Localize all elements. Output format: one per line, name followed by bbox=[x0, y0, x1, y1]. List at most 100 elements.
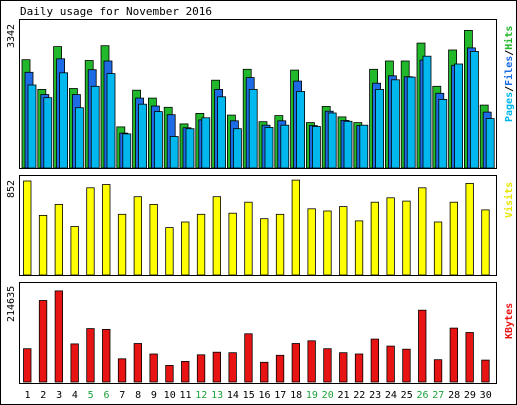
kbytes-panel-frame bbox=[19, 282, 497, 384]
visits-bar-day-25 bbox=[402, 200, 411, 276]
day-label-18: 18 bbox=[290, 390, 302, 401]
hits-panel-legend: Pages/Files/Hits bbox=[503, 26, 515, 122]
visits-bar-day-13 bbox=[212, 196, 222, 276]
kbytes-bar-day-6 bbox=[102, 328, 111, 383]
pages-bar-day-19 bbox=[311, 126, 321, 169]
pages-bar-day-22 bbox=[359, 124, 369, 169]
pages-bar-day-24 bbox=[390, 79, 400, 169]
visits-panel-max-label: 852 bbox=[6, 180, 17, 198]
chart-title: Daily usage for November 2016 bbox=[20, 5, 212, 18]
visits-bar-day-29 bbox=[465, 182, 474, 276]
visits-bar-day-5 bbox=[86, 187, 95, 276]
day-label-28: 28 bbox=[448, 390, 460, 401]
pages-bar-day-1 bbox=[27, 84, 37, 169]
pages-bar-day-9 bbox=[153, 111, 163, 169]
visits-panel-bars bbox=[23, 179, 490, 276]
kbytes-bar-day-8 bbox=[133, 343, 143, 383]
pages-bar-day-29 bbox=[469, 51, 479, 169]
visits-bar-day-7 bbox=[117, 213, 127, 276]
kbytes-bar-day-15 bbox=[244, 333, 253, 383]
pages-bar-day-3 bbox=[59, 72, 68, 169]
day-label-17: 17 bbox=[274, 390, 286, 401]
day-label-12: 12 bbox=[195, 390, 207, 401]
kbytes-panel-legend: KBytes bbox=[504, 303, 515, 339]
visits-bar-day-16 bbox=[260, 218, 269, 276]
legend-sep1: / bbox=[504, 86, 515, 92]
day-label-30: 30 bbox=[480, 390, 492, 401]
pages-bar-day-20 bbox=[327, 112, 337, 169]
visits-bar-day-9 bbox=[149, 203, 158, 276]
pages-bar-day-6 bbox=[106, 73, 116, 169]
day-label-27: 27 bbox=[432, 390, 444, 401]
visits-bar-day-17 bbox=[275, 213, 285, 276]
visits-bar-day-14 bbox=[228, 212, 237, 276]
kbytes-bar-day-2 bbox=[38, 300, 48, 383]
day-label-10: 10 bbox=[164, 390, 176, 401]
pages-bar-day-27 bbox=[438, 99, 448, 169]
kbytes-bar-day-26 bbox=[418, 309, 427, 383]
legend-sep2: / bbox=[504, 50, 515, 56]
kbytes-bar-day-23 bbox=[370, 338, 380, 383]
kbytes-bar-day-3 bbox=[54, 290, 63, 383]
visits-bar-day-2 bbox=[38, 214, 48, 276]
day-label-13: 13 bbox=[211, 390, 223, 401]
visits-bar-day-4 bbox=[70, 226, 79, 276]
visits-bar-day-26 bbox=[418, 187, 427, 276]
day-label-23: 23 bbox=[369, 390, 381, 401]
pages-bar-day-8 bbox=[138, 103, 148, 169]
visits-bar-day-3 bbox=[54, 203, 63, 276]
day-label-15: 15 bbox=[243, 390, 255, 401]
day-label-29: 29 bbox=[464, 390, 476, 401]
visits-bar-day-18 bbox=[291, 179, 301, 276]
legend-pages: Pages bbox=[504, 92, 515, 122]
kbytes-bar-day-1 bbox=[23, 348, 32, 383]
kbytes-bar-day-30 bbox=[481, 359, 490, 383]
day-label-2: 2 bbox=[40, 390, 46, 401]
day-label-19: 19 bbox=[306, 390, 318, 401]
kbytes-bar-day-4 bbox=[70, 343, 79, 383]
kbytes-bar-day-25 bbox=[402, 348, 411, 383]
kbytes-bar-day-18 bbox=[291, 343, 301, 383]
visits-bar-day-22 bbox=[354, 220, 364, 276]
kbytes-bar-day-12 bbox=[196, 354, 206, 383]
day-label-6: 6 bbox=[103, 390, 109, 401]
kbytes-bar-day-13 bbox=[212, 351, 222, 383]
pages-bar-day-15 bbox=[248, 89, 258, 169]
visits-bar-day-27 bbox=[433, 221, 443, 276]
kbytes-bar-day-28 bbox=[449, 327, 459, 383]
day-label-25: 25 bbox=[401, 390, 413, 401]
visits-bar-day-20 bbox=[323, 210, 332, 276]
kbytes-bar-day-24 bbox=[386, 345, 395, 383]
day-label-20: 20 bbox=[322, 390, 334, 401]
visits-panel-legend: Visits bbox=[503, 182, 515, 218]
kbytes-bar-day-16 bbox=[260, 361, 269, 383]
pages-bar-day-16 bbox=[264, 127, 274, 169]
pages-bar-day-25 bbox=[406, 76, 416, 169]
day-label-9: 9 bbox=[151, 390, 157, 401]
visits-bar-day-15 bbox=[244, 201, 253, 276]
pages-bar-day-28 bbox=[454, 63, 464, 169]
visits-bar-day-6 bbox=[102, 184, 111, 276]
day-label-11: 11 bbox=[179, 390, 191, 401]
day-label-5: 5 bbox=[88, 390, 94, 401]
visits-bar-day-24 bbox=[386, 197, 395, 276]
day-label-16: 16 bbox=[258, 390, 270, 401]
kbytes-bar-day-17 bbox=[275, 354, 285, 383]
visits-bar-day-21 bbox=[339, 206, 348, 276]
visits-panel-frame bbox=[19, 175, 497, 276]
pages-bar-day-26 bbox=[422, 55, 432, 169]
kbytes-bar-day-22 bbox=[354, 353, 364, 383]
pages-bar-day-7 bbox=[122, 133, 132, 169]
pages-bar-day-10 bbox=[169, 136, 179, 169]
day-labels: 1 2 3 4 5 6 7 8 9 10 11 12 13 14 15 16 17 18 19 20 21 22 23 24 2… bbox=[24, 390, 491, 401]
kbytes-bar-day-7 bbox=[117, 358, 127, 383]
day-label-3: 3 bbox=[56, 390, 62, 401]
day-label-26: 26 bbox=[416, 390, 428, 401]
pages-bar-day-11 bbox=[185, 128, 195, 169]
pages-bar-day-18 bbox=[296, 91, 306, 169]
pages-bar-day-5 bbox=[90, 85, 100, 169]
hits-panel-frame bbox=[19, 19, 497, 169]
kbytes-bar-day-14 bbox=[228, 352, 237, 383]
visits-bar-day-11 bbox=[181, 221, 190, 276]
